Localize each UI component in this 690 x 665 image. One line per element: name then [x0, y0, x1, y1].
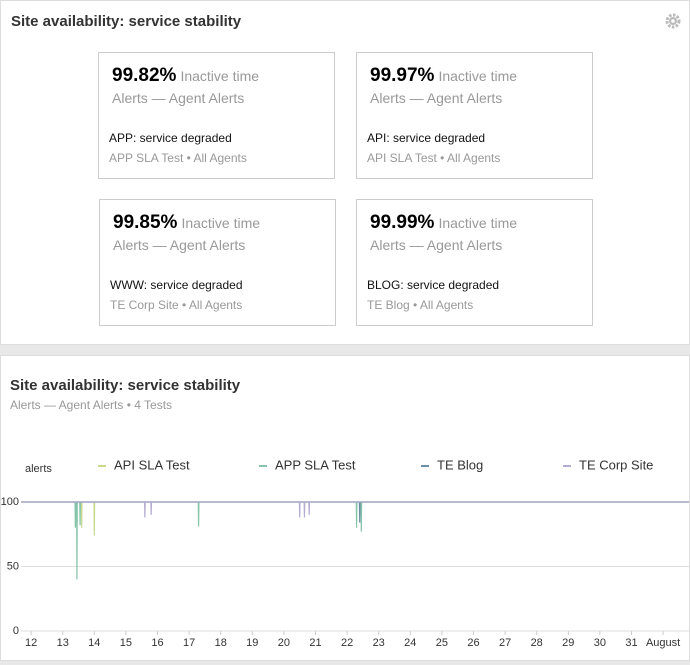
- card-source: Alerts — Agent Alerts: [370, 90, 503, 106]
- card-value: 99.99% Inactive time: [370, 212, 517, 234]
- legend-label: APP SLA Test: [275, 457, 356, 472]
- series-line: [21, 501, 689, 523]
- card-test: APP SLA Test • All Agents: [109, 151, 247, 165]
- series-line: [21, 501, 689, 518]
- y-tick-label: 100: [1, 496, 19, 508]
- x-tick-label: 26: [467, 637, 479, 649]
- percent: 99.82%: [112, 65, 177, 86]
- card-status: API: service degraded: [367, 131, 486, 145]
- chart-subtitle: Alerts — Agent Alerts • 4 Tests: [10, 398, 172, 412]
- x-tick-label: 27: [499, 637, 511, 649]
- x-tick-label: 20: [278, 637, 290, 649]
- x-tick-label: 31: [625, 637, 637, 649]
- card-status: BLOG: service degraded: [367, 278, 500, 292]
- card-value: 99.85% Inactive time: [113, 212, 260, 234]
- stat-card: 99.82% Inactive time Alerts — Agent Alerts…: [98, 52, 335, 179]
- x-tick-label: 16: [151, 637, 163, 649]
- card-source: Alerts — Agent Alerts: [112, 90, 245, 106]
- x-tick-label: 14: [88, 637, 100, 649]
- x-tick-label: 17: [183, 637, 195, 649]
- series-line: [21, 501, 689, 580]
- card-source: Alerts — Agent Alerts: [370, 237, 503, 253]
- card-source: Alerts — Agent Alerts: [113, 237, 246, 253]
- card-value: 99.82% Inactive time: [112, 65, 259, 87]
- card-label: Inactive time: [181, 215, 261, 231]
- x-tick-label: 19: [246, 637, 258, 649]
- percent: 99.85%: [113, 212, 178, 233]
- card-label: Inactive time: [438, 68, 518, 84]
- summary-panel: Site availability: service stability 99.…: [0, 0, 690, 345]
- stat-card: 99.85% Inactive time Alerts — Agent Alerts…: [99, 199, 336, 326]
- stat-card: 99.99% Inactive time Alerts — Agent Alerts…: [356, 199, 593, 326]
- chart-title: Site availability: service stability: [10, 377, 241, 394]
- x-tick-label: 30: [594, 637, 606, 649]
- legend-label: TE Corp Site: [579, 457, 653, 472]
- card-test: TE Blog • All Agents: [367, 298, 474, 312]
- x-tick-label: 21: [309, 637, 321, 649]
- percent: 99.99%: [370, 212, 435, 233]
- card-status: APP: service degraded: [109, 131, 232, 145]
- y-tick-label: 0: [13, 625, 19, 637]
- legend-label: TE Blog: [437, 457, 483, 472]
- y-tick-label: 50: [7, 560, 19, 572]
- panel-title: Site availability: service stability: [11, 13, 242, 30]
- settings-icon[interactable]: [665, 13, 681, 29]
- card-status: WWW: service degraded: [110, 278, 243, 292]
- stat-card: 99.97% Inactive time Alerts — Agent Alerts…: [356, 52, 593, 179]
- card-test: API SLA Test • All Agents: [367, 151, 501, 165]
- card-label: Inactive time: [438, 215, 518, 231]
- x-tick-label: 24: [404, 637, 416, 649]
- series-line: [21, 501, 689, 536]
- x-tick-label: 22: [341, 637, 353, 649]
- x-tick-label: 25: [436, 637, 448, 649]
- x-tick-label: 12: [25, 637, 37, 649]
- x-tick-label: 13: [57, 637, 69, 649]
- x-tick-label: 18: [215, 637, 227, 649]
- x-tick-label: 28: [531, 637, 543, 649]
- chart-panel: Site availability: service stability Ale…: [0, 355, 690, 661]
- card-label: Inactive time: [180, 68, 260, 84]
- y-axis-label: alerts: [25, 463, 52, 475]
- x-tick-label: August: [646, 637, 680, 649]
- x-tick-label: 23: [373, 637, 385, 649]
- chart: Site availability: service stability Ale…: [1, 377, 689, 649]
- card-test: TE Corp Site • All Agents: [110, 298, 243, 312]
- card-value: 99.97% Inactive time: [370, 65, 517, 87]
- x-tick-label: 15: [120, 637, 132, 649]
- legend-label: API SLA Test: [114, 457, 190, 472]
- x-tick-label: 29: [562, 637, 574, 649]
- percent: 99.97%: [370, 65, 435, 86]
